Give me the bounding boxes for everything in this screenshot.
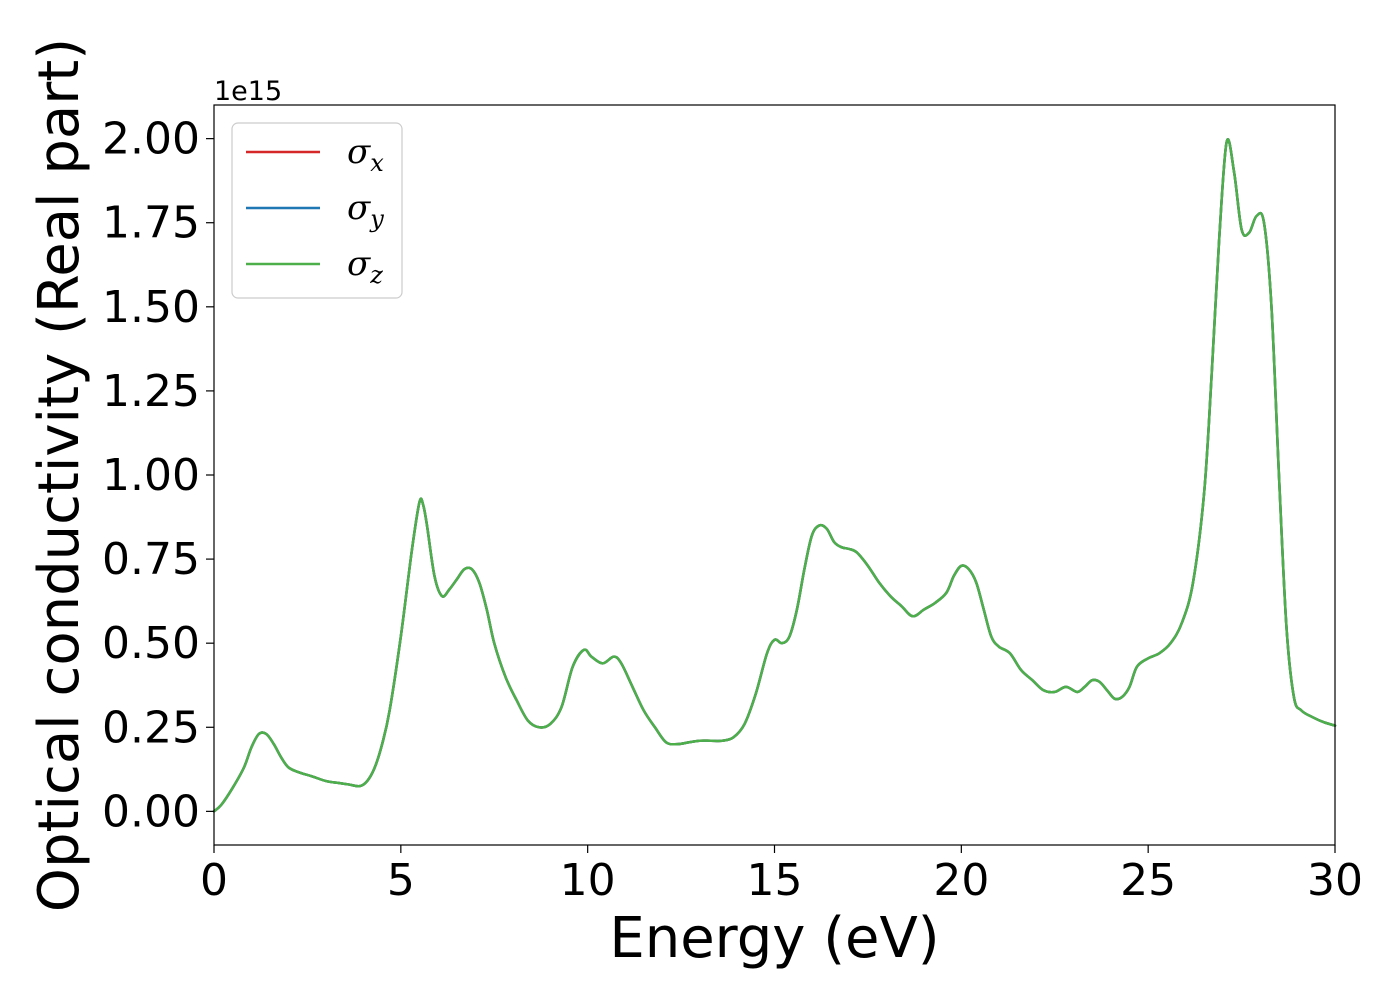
legend-subscript: y — [369, 205, 384, 233]
y-tick-label: 1.75 — [102, 198, 200, 249]
x-tick-label: 0 — [200, 855, 228, 906]
legend-subscript: x — [370, 149, 384, 177]
y-tick-label: 1.50 — [102, 282, 200, 333]
x-axis-ticks: 0 5 10 15 20 25 30 — [200, 845, 1363, 906]
x-tick-label: 30 — [1307, 855, 1363, 906]
y-tick-label: 2.00 — [102, 114, 200, 165]
y-tick-label: 0.00 — [102, 786, 200, 837]
y-tick-label: 0.25 — [102, 702, 200, 753]
series-line-3 — [212, 138, 1337, 813]
y-tick-label: 1.00 — [102, 450, 200, 501]
x-tick-label: 25 — [1120, 855, 1176, 906]
x-tick-label: 15 — [747, 855, 803, 906]
y-axis-label: Optical conductivity (Real part) — [27, 38, 92, 912]
y-tick-label: 0.75 — [102, 534, 200, 585]
y-tick-label: 1.25 — [102, 366, 200, 417]
y-tick-label: 0.50 — [102, 618, 200, 669]
x-tick-label: 20 — [933, 855, 989, 906]
y-axis-ticks: 0.00 0.25 0.50 0.75 1.00 1.25 1.50 1.75 2.00 — [102, 114, 214, 837]
x-axis-label: Energy (eV) — [609, 906, 939, 971]
x-tick-label: 5 — [387, 855, 415, 906]
legend-subscript: z — [369, 261, 383, 289]
y-offset-label: 1e15 — [214, 76, 282, 107]
legend-box — [231, 122, 403, 299]
x-tick-label: 10 — [560, 855, 616, 906]
series-layer — [212, 138, 1337, 813]
